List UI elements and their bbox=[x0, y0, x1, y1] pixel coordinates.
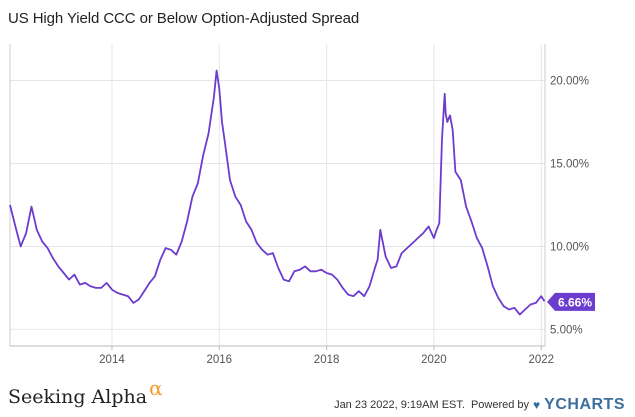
brand-name: Seeking Alpha bbox=[8, 386, 148, 408]
seeking-alpha-logo: Seeking Alpha α bbox=[8, 376, 163, 408]
spread-series-line bbox=[9, 69, 546, 316]
alpha-icon: α bbox=[149, 376, 163, 400]
y-tick-label: 10.00% bbox=[550, 241, 589, 253]
timestamp: Jan 23 2022, 9:19AM EST. bbox=[334, 399, 465, 411]
heart-icon: ♥ bbox=[533, 398, 541, 412]
grid-lines bbox=[10, 44, 545, 346]
series-layer bbox=[9, 69, 546, 316]
powered-by-label: Powered by bbox=[470, 399, 530, 411]
ycharts-logo: YCHARTS bbox=[544, 396, 625, 413]
tick-labels: 5.00% 10.00% 15.00% 20.00% 2014 2016 2018 2020 2… bbox=[99, 76, 589, 366]
chart-title: US High Yield CCC or Below Option-Adjust… bbox=[8, 10, 360, 27]
chart-credits: Jan 23 2022, 9:19AM EST. Powered by ♥ YC… bbox=[334, 396, 625, 414]
x-tick-label: 2014 bbox=[99, 354, 125, 366]
axes bbox=[9, 44, 546, 350]
last-value-badge: 6.66% bbox=[547, 292, 595, 311]
x-tick-label: 2016 bbox=[206, 354, 232, 366]
x-tick-label: 2022 bbox=[528, 354, 554, 366]
x-tick-label: 2020 bbox=[421, 354, 447, 366]
last-value-label: 6.66% bbox=[558, 295, 592, 309]
last-value-badge-shape bbox=[547, 292, 595, 311]
y-tick-label: 5.00% bbox=[550, 324, 583, 336]
y-tick-label: 15.00% bbox=[550, 158, 589, 170]
y-tick-label: 20.00% bbox=[550, 76, 589, 88]
x-tick-label: 2018 bbox=[314, 354, 340, 366]
